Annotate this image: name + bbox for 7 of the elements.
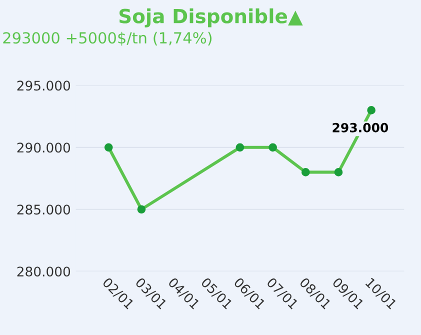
- y-tick-label: 280.000: [17, 266, 70, 277]
- chart-title: Soja Disponible▲: [119, 8, 303, 28]
- y-tick-label: 285.000: [17, 204, 70, 215]
- annotation: 293.000: [332, 122, 388, 132]
- chart-subtitle: 293000 +5000$/tn (1,74%): [3, 32, 212, 46]
- y-tick-label: 295.000: [17, 80, 70, 91]
- y-tick-label: 290.000: [17, 142, 70, 153]
